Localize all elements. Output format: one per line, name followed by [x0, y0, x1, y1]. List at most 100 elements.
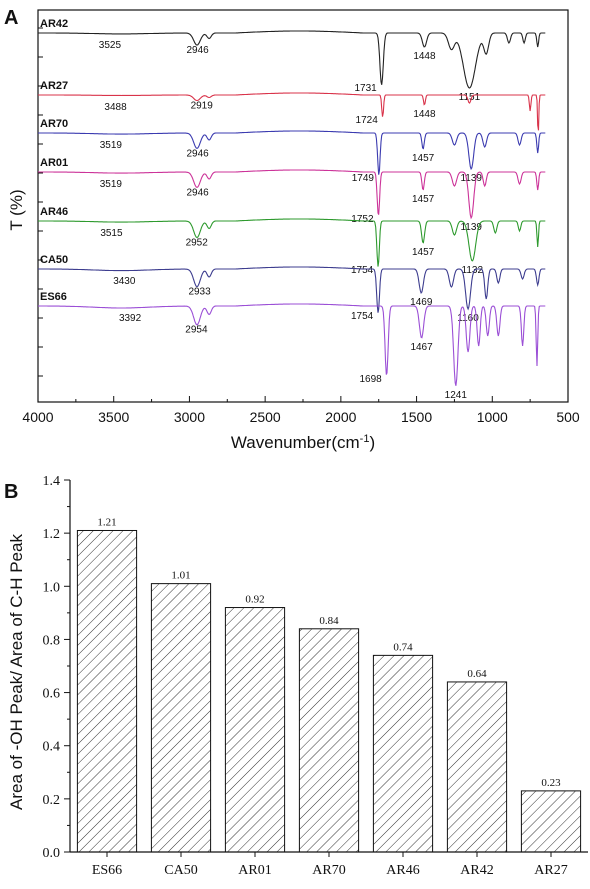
y-axis-a — [38, 27, 43, 377]
peak-label: 1467 — [410, 342, 433, 353]
y-tick-label: 0.0 — [43, 846, 61, 861]
bar-ar46 — [372, 654, 434, 853]
x-tick-label: 1000 — [477, 409, 508, 425]
series-label: ES66 — [40, 291, 67, 303]
peak-label: 1448 — [413, 109, 436, 120]
plot-frame-a — [37, 9, 569, 403]
bar-value-label: 0.92 — [245, 594, 264, 606]
peak-label: 1752 — [351, 214, 374, 225]
panel-b-label: B — [4, 481, 18, 503]
ftir-series: AR42 3525 2946 1731 1448 1151 AR27 3488 2919 1724… — [38, 18, 546, 401]
x-tick-label: AR70 — [312, 863, 345, 878]
bar-ar01 — [224, 607, 286, 853]
series-label: AR01 — [40, 157, 68, 169]
peak-label: 1448 — [413, 51, 436, 62]
peak-label: 3515 — [100, 228, 123, 239]
x-tick-label: 4000 — [22, 409, 53, 425]
series-label: AR46 — [40, 206, 68, 218]
y-tick-label: 0.6 — [43, 687, 61, 702]
bar-ar27 — [520, 790, 582, 853]
bar-value-label: 0.84 — [319, 615, 339, 627]
x-tick-label: CA50 — [164, 863, 197, 878]
peak-label: 1132 — [462, 265, 484, 276]
peak-label: 1139 — [460, 173, 482, 184]
peak-label: 1754 — [351, 311, 374, 322]
y-axis-title-a: T (%) — [7, 189, 26, 230]
x-axis-b: ES66 CA50 AR01 AR70 AR46 AR42 AR27 — [92, 852, 568, 878]
peak-label: 1139 — [460, 222, 482, 233]
x-tick-label: AR46 — [386, 863, 419, 878]
spectrum-line-es66 — [38, 303, 546, 386]
y-tick-label: 0.4 — [43, 740, 61, 755]
series-label: AR42 — [40, 18, 68, 30]
bar-es66 — [76, 529, 138, 853]
y-tick-label: 0.2 — [43, 793, 61, 808]
peak-label: 1754 — [351, 265, 374, 276]
x-axis-a: 4000 3500 3000 2500 2000 1500 1000 500 — [22, 396, 580, 425]
x-axis-title-a: Wavenumber(cm-1) — [231, 433, 375, 452]
x-tick-label: AR27 — [534, 863, 567, 878]
x-tick-label: 2000 — [325, 409, 356, 425]
spectrum-line-ar46 — [38, 218, 546, 267]
peak-label: 2946 — [186, 148, 209, 159]
x-tick-label: 3000 — [174, 409, 205, 425]
peak-label: 1151 — [459, 92, 481, 103]
panel-a-label: A — [4, 7, 18, 29]
peak-label: 3519 — [100, 179, 123, 190]
spectrum-line-ca50 — [38, 266, 546, 313]
peak-label: 2933 — [188, 287, 211, 298]
peak-label: 1457 — [412, 153, 435, 164]
bar-ar70 — [298, 628, 360, 853]
peak-label: 1457 — [412, 194, 435, 205]
y-axis-title-b: Area of -OH Peak/ Area of C-H Peak — [7, 534, 26, 810]
bars: 1.21 1.01 0.92 0.84 0.74 0.64 0.23 — [76, 516, 582, 853]
spectrum-line-ar27 — [38, 92, 546, 131]
peak-label: 2919 — [191, 101, 214, 112]
bar-value-label: 1.01 — [171, 570, 190, 582]
bar-ar42 — [446, 681, 508, 853]
bar-ca50 — [150, 583, 212, 853]
panel-b: B 1.21 1.01 0.92 0.84 0.74 0.64 0.23 0.0 0.2 0.4… — [4, 474, 588, 878]
peak-label: 3525 — [99, 40, 122, 51]
x-tick-label: ES66 — [92, 863, 122, 878]
x-tick-label: 500 — [556, 409, 580, 425]
series-label: AR70 — [40, 118, 68, 130]
peak-label: 1457 — [412, 247, 435, 258]
y-tick-label: 1.2 — [43, 527, 61, 542]
y-axis-b: 0.0 0.2 0.4 0.6 0.8 1.0 1.2 1.4 — [43, 474, 70, 861]
bar-value-label: 1.21 — [97, 516, 116, 528]
y-tick-label: 1.0 — [43, 580, 61, 595]
panel-a: A AR42 3525 2946 1731 1448 1151 AR27 3488 2919 17… — [4, 7, 580, 452]
x-tick-label: AR42 — [460, 863, 493, 878]
series-label: CA50 — [40, 254, 68, 266]
spectrum-line-ar70 — [38, 130, 546, 175]
spectrum-line-ar42 — [38, 30, 546, 89]
y-tick-label: 0.8 — [43, 633, 61, 648]
series-label: AR27 — [40, 80, 68, 92]
peak-label: 1698 — [359, 374, 382, 385]
x-tick-label: 2500 — [250, 409, 281, 425]
spectrum-line-ar01 — [38, 169, 546, 220]
bar-value-label: 0.64 — [467, 668, 487, 680]
peak-label: 1241 — [445, 390, 468, 401]
peak-label: 1160 — [457, 313, 479, 324]
x-tick-label: AR01 — [238, 863, 271, 878]
y-tick-label: 1.4 — [43, 474, 61, 489]
peak-label: 2952 — [186, 238, 209, 249]
peak-label: 2946 — [186, 45, 209, 56]
peak-label: 2946 — [186, 187, 209, 198]
peak-label: 1749 — [352, 173, 375, 184]
x-tick-label: 1500 — [401, 409, 432, 425]
peak-label: 1731 — [354, 83, 377, 94]
peak-label: 3488 — [104, 102, 127, 113]
bar-value-label: 0.74 — [393, 641, 413, 653]
x-tick-label: 3500 — [98, 409, 129, 425]
peak-label: 3519 — [100, 140, 123, 151]
peak-label: 3392 — [119, 313, 142, 324]
peak-label: 3430 — [113, 276, 136, 287]
peak-label: 2954 — [185, 325, 208, 336]
bar-value-label: 0.23 — [541, 777, 561, 789]
peak-label: 1724 — [356, 115, 379, 126]
peak-label: 1469 — [410, 297, 433, 308]
